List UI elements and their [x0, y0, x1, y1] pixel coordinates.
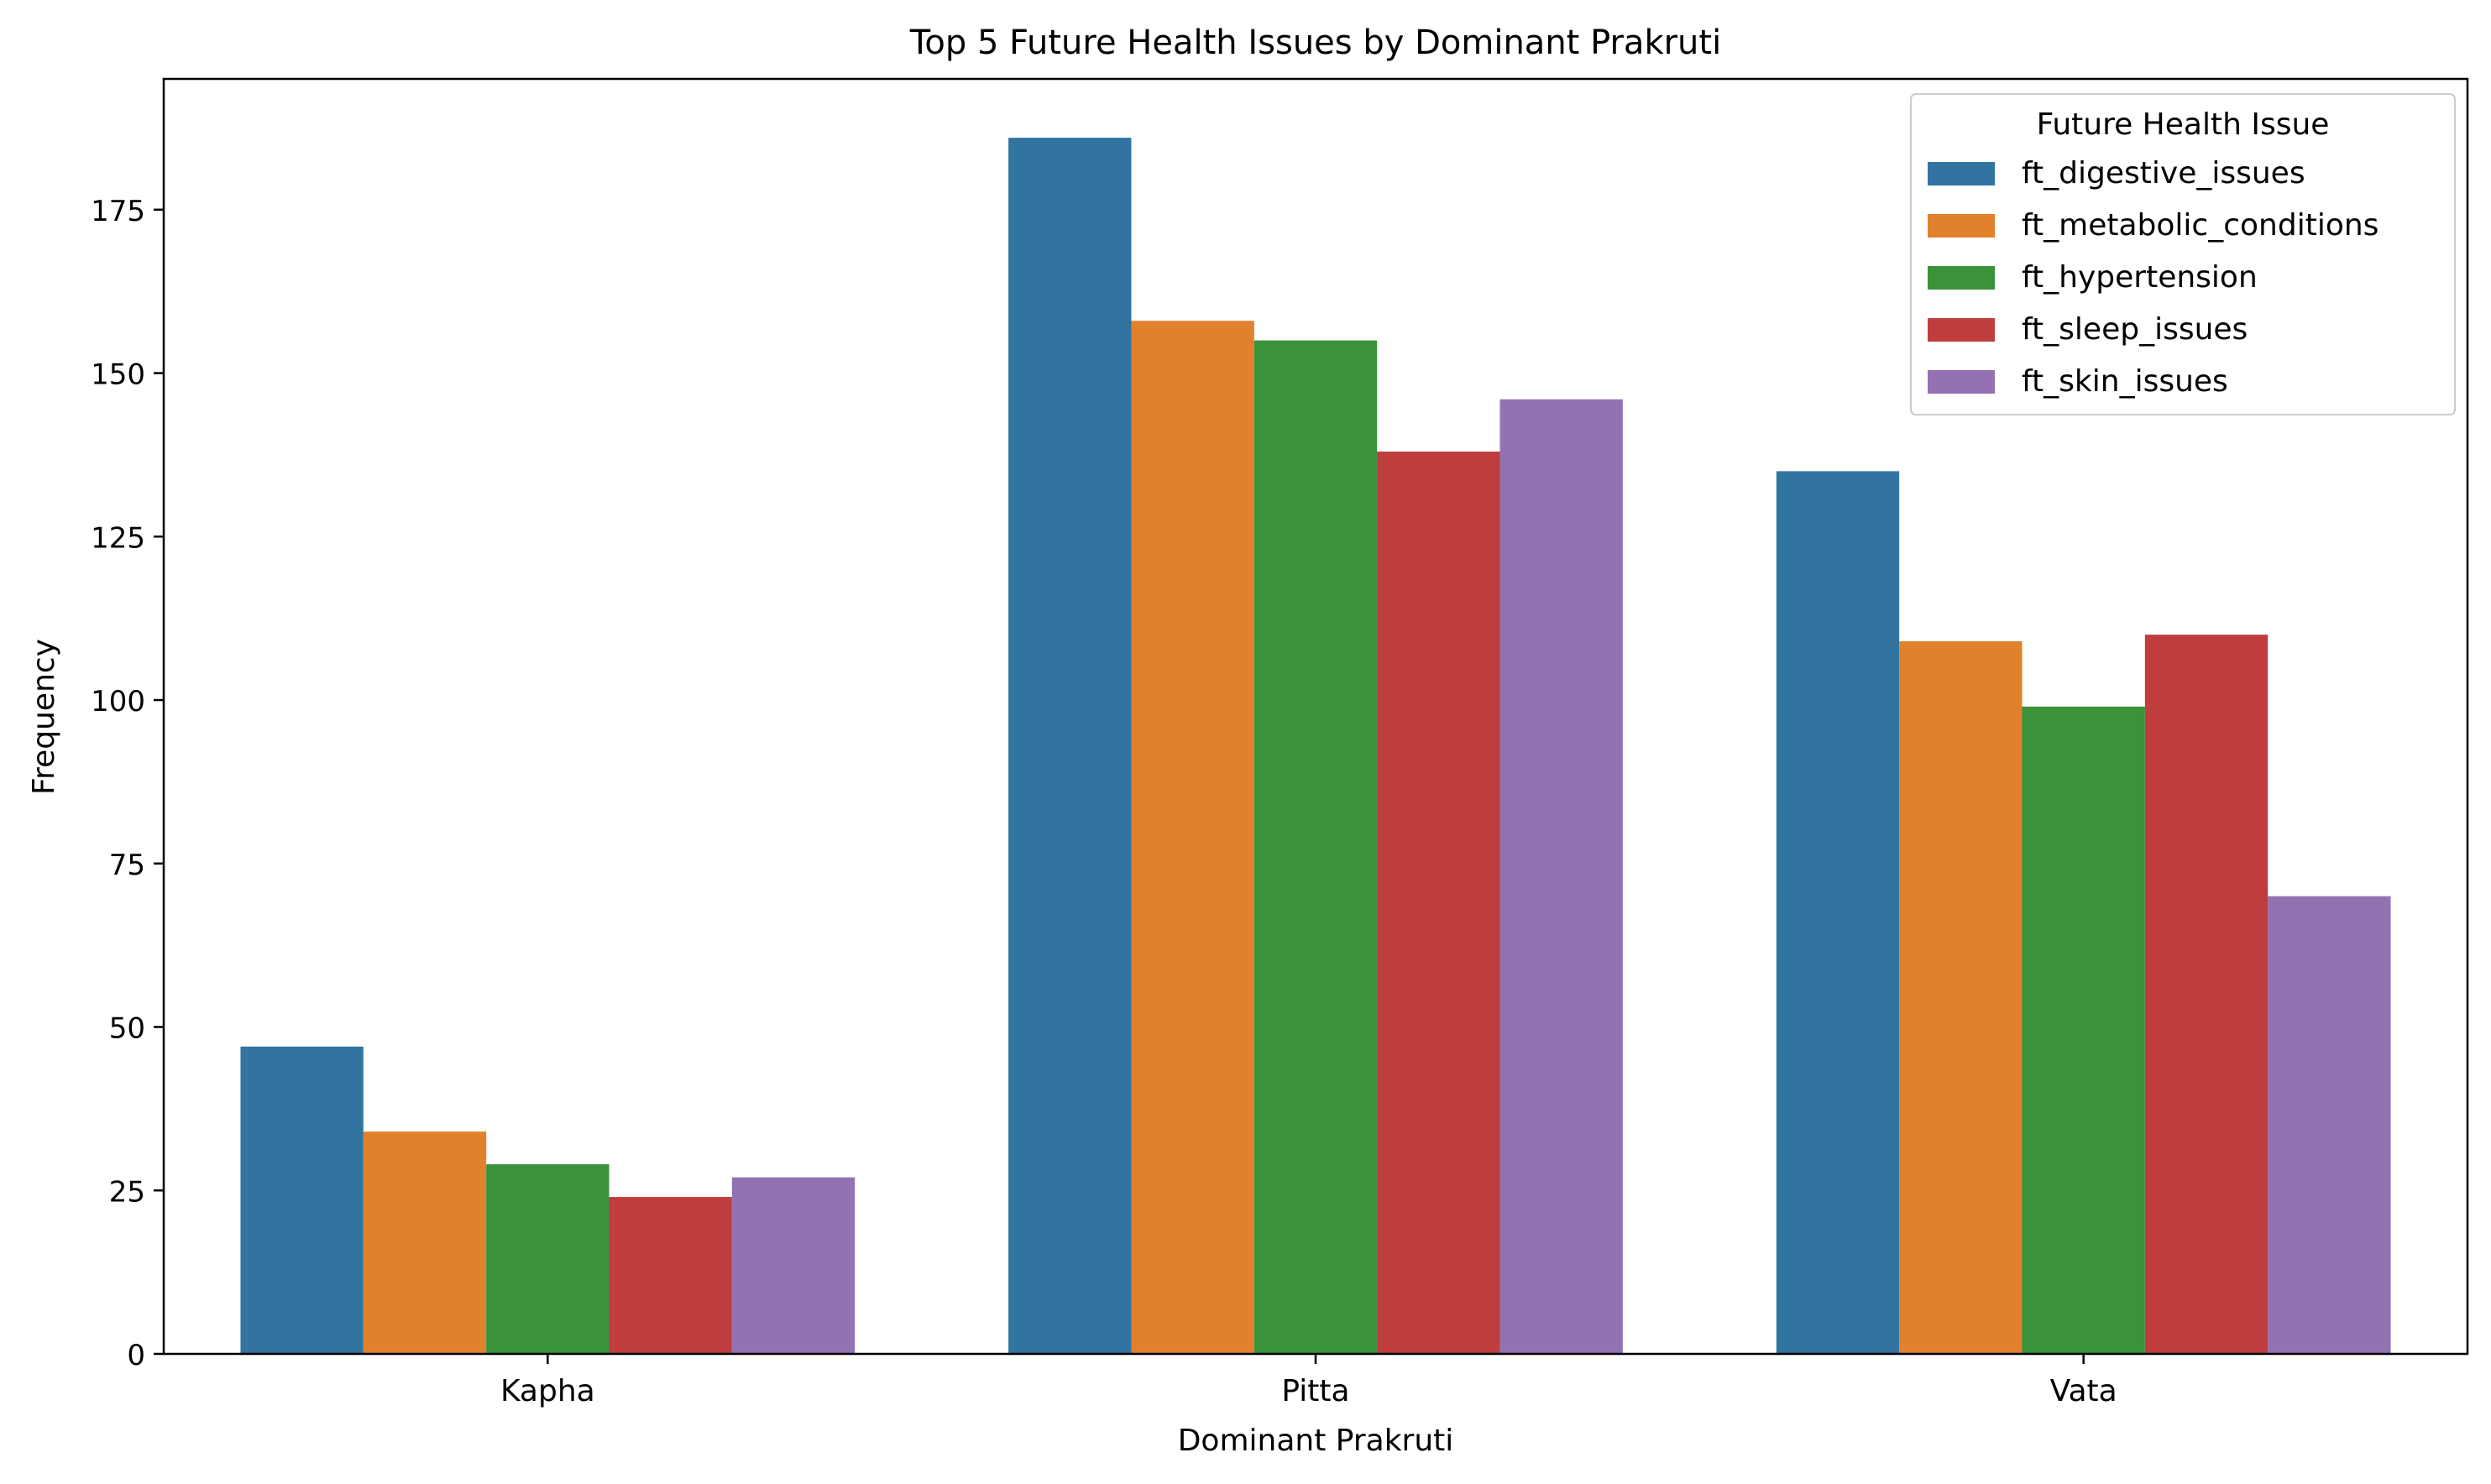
legend: Future Health Issue ft_digestive_issuesf… [1910, 93, 2456, 415]
y-axis-ticks: 0 25 50 75 100 125 150 175 [91, 195, 164, 1372]
bar-pitta-ft-hypertension [1253, 340, 1378, 1355]
y-tick-label: 50 [109, 1012, 145, 1046]
bar-pitta-ft-skin-issues [1499, 399, 1623, 1355]
y-tick-label: 75 [109, 849, 145, 882]
bar-vata-ft-skin-issues [2268, 896, 2391, 1354]
y-tick-label: 125 [91, 521, 145, 555]
legend-swatch [1928, 318, 1995, 342]
legend-entry-label: ft_skin_issues [2022, 364, 2228, 399]
legend-swatch [1928, 214, 1995, 238]
bar-pitta-ft-metabolic-conditions [1131, 321, 1254, 1355]
bar-pitta-ft-digestive-issues [1008, 138, 1132, 1355]
y-tick-label: 150 [91, 358, 145, 392]
legend-swatch [1928, 266, 1995, 290]
chart-title: Top 5 Future Health Issues by Dominant P… [909, 24, 1721, 62]
x-axis-ticks: Kapha Pitta Vata [500, 1354, 2117, 1408]
y-tick-label: 0 [127, 1339, 145, 1372]
x-axis-label: Dominant Prakruti [1178, 1424, 1454, 1458]
legend-entry-label: ft_sleep_issues [2022, 312, 2248, 347]
bar-kapha-ft-sleep-issues [609, 1197, 732, 1354]
legend-entry-label: ft_digestive_issues [2022, 156, 2305, 191]
legend-swatch [1928, 162, 1995, 186]
bar-kapha-ft-hypertension [486, 1164, 610, 1354]
y-tick-label: 100 [91, 685, 145, 718]
legend-box [1910, 93, 2456, 415]
bar-vata-ft-metabolic-conditions [1899, 640, 2023, 1354]
legend-title: Future Health Issue [2037, 107, 2330, 142]
bar-kapha-ft-metabolic-conditions [363, 1131, 487, 1354]
legend-entry-label: ft_hypertension [2022, 260, 2258, 295]
bar-pitta-ft-sleep-issues [1377, 452, 1500, 1354]
x-tick-label-kapha: Kapha [500, 1374, 595, 1408]
bar-vata-ft-digestive-issues [1776, 471, 1900, 1354]
plot-area-frame [162, 77, 2469, 1356]
bar-kapha-ft-skin-issues [731, 1177, 856, 1354]
bar-vata-ft-sleep-issues [2144, 635, 2269, 1354]
legend-entry-label: ft_metabolic_conditions [2022, 208, 2378, 243]
legend-swatch [1928, 370, 1995, 394]
bar-kapha-ft-digestive-issues [240, 1046, 364, 1354]
bar-vata-ft-hypertension [2022, 706, 2145, 1354]
y-tick-label: 175 [91, 195, 145, 228]
legend-items: ft_digestive_issues ft_metabolic_conditio… [1928, 156, 2378, 399]
x-tick-label-vata: Vata [2050, 1374, 2117, 1408]
y-tick-label: 25 [109, 1175, 145, 1209]
bars-group [240, 138, 2391, 1355]
x-tick-label-pitta: Pitta [1281, 1374, 1349, 1408]
y-axis-label: Frequency [27, 639, 61, 795]
